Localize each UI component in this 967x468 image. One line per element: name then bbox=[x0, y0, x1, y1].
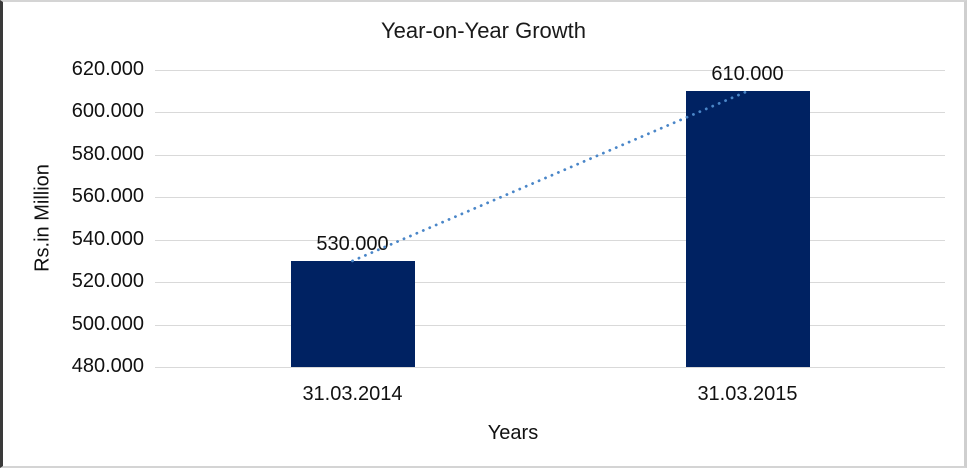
y-axis-tick-label: 500.000 bbox=[71, 312, 144, 335]
plot-area bbox=[155, 70, 945, 368]
gridline bbox=[155, 154, 945, 156]
bar-31.03.2015 bbox=[685, 91, 810, 367]
chart-title: Year-on-Year Growth bbox=[380, 18, 587, 43]
y-axis-tick-label: 560.000 bbox=[71, 185, 144, 208]
gridline bbox=[155, 282, 945, 284]
y-axis-tick-label: 480.000 bbox=[71, 355, 144, 378]
y-axis-tick-label: 580.000 bbox=[71, 142, 144, 165]
x-axis-title: Years bbox=[487, 422, 539, 444]
gridline bbox=[155, 324, 945, 326]
x-axis-tick-label: 31.03.2014 bbox=[302, 383, 403, 405]
y-axis-tick-label: 520.000 bbox=[71, 270, 144, 293]
gridline bbox=[155, 112, 945, 114]
bar-31.03.2014 bbox=[290, 260, 415, 367]
x-axis-tick-label: 31.03.2015 bbox=[697, 383, 798, 405]
y-axis-tick-label: 600.000 bbox=[71, 100, 144, 123]
gridline bbox=[155, 367, 945, 368]
y-axis-title: Rs.in Million bbox=[31, 164, 54, 272]
gridline bbox=[155, 197, 945, 199]
bar-value-label: 530.000 bbox=[316, 232, 389, 255]
bar-value-label: 610.000 bbox=[711, 63, 784, 86]
gridline bbox=[155, 70, 945, 71]
y-axis-tick-label: 620.000 bbox=[71, 58, 144, 81]
y-axis-tick-label: 540.000 bbox=[71, 227, 144, 250]
